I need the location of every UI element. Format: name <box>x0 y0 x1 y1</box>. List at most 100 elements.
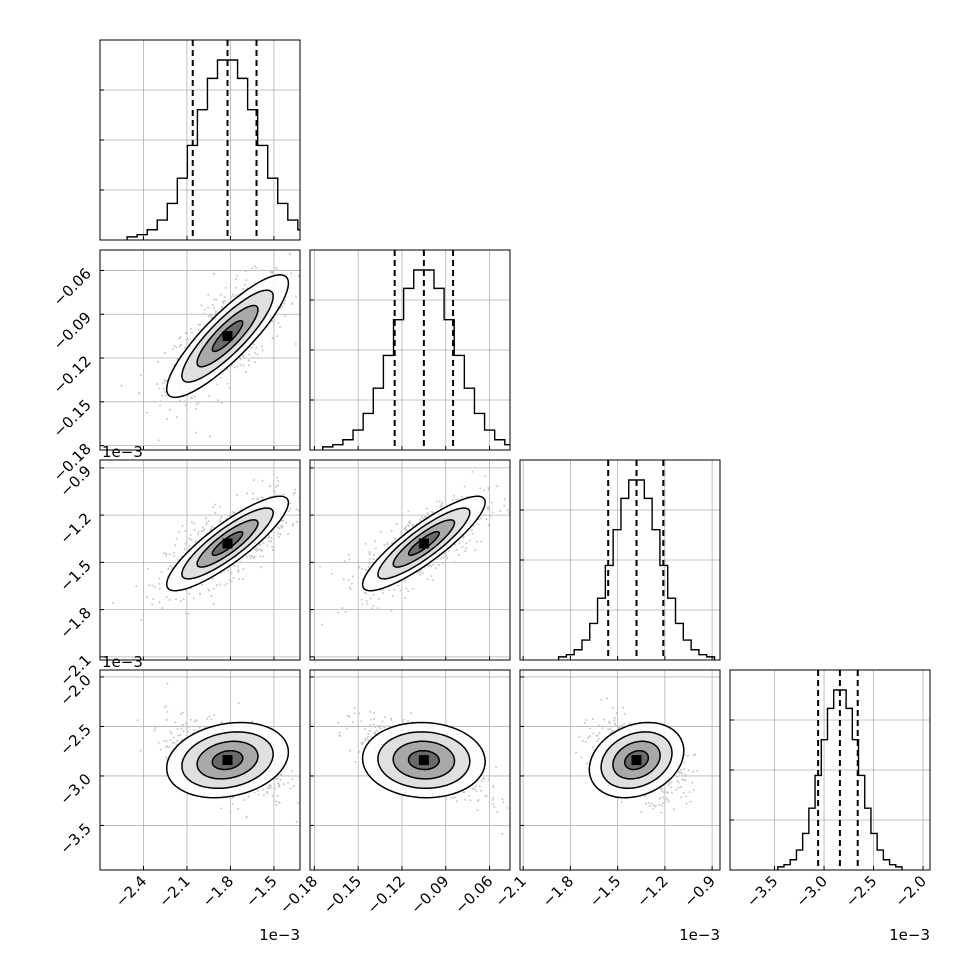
sample-point <box>255 547 258 550</box>
sample-point <box>692 754 695 757</box>
sample-point <box>494 775 497 778</box>
sample-point <box>279 325 282 328</box>
sample-point <box>220 305 223 308</box>
sample-point <box>376 724 379 727</box>
sample-point <box>227 382 230 385</box>
sample-point <box>473 788 476 791</box>
sample-point <box>367 565 370 568</box>
x-tick-label: −0.12 <box>364 872 409 917</box>
sample-point <box>188 544 191 547</box>
sample-point <box>397 584 400 587</box>
sample-point <box>260 269 263 272</box>
sample-point <box>661 796 664 799</box>
sample-point <box>212 506 215 509</box>
sample-point <box>190 312 193 315</box>
sample-point <box>277 484 280 487</box>
density-peak <box>631 755 642 766</box>
sample-point <box>663 787 666 790</box>
sample-point <box>471 787 474 790</box>
sample-point <box>305 791 307 793</box>
sample-point <box>158 387 161 390</box>
sample-point <box>206 306 209 309</box>
x-tick-label: −3.5 <box>743 872 781 910</box>
sample-point <box>493 805 496 808</box>
sample-point <box>252 497 255 500</box>
sample-point <box>483 514 486 517</box>
sample-point <box>341 606 344 609</box>
sample-point <box>181 711 184 714</box>
sample-point <box>369 718 372 721</box>
sample-point <box>468 539 471 542</box>
panel-frame <box>99 39 301 241</box>
sample-point <box>195 431 198 434</box>
sample-point <box>213 272 216 275</box>
sample-point <box>204 725 207 728</box>
sample-point <box>480 517 483 520</box>
sample-point <box>277 800 280 803</box>
sample-point <box>274 777 277 780</box>
sample-point <box>418 571 421 574</box>
sample-point <box>319 565 322 568</box>
sample-point <box>251 720 254 723</box>
sample-point <box>364 737 367 740</box>
sample-point <box>337 721 340 724</box>
sample-point <box>241 578 244 581</box>
sample-point <box>220 516 223 519</box>
sample-point <box>291 302 294 305</box>
sample-point <box>145 411 148 414</box>
sample-point <box>175 537 178 540</box>
sample-point <box>193 522 196 525</box>
sample-point <box>210 528 213 531</box>
panel-2-2 <box>519 459 721 661</box>
sample-point <box>233 564 236 567</box>
sample-point <box>390 609 393 612</box>
sample-point <box>233 366 236 369</box>
sample-point <box>154 726 157 729</box>
sample-point <box>399 589 402 592</box>
sample-point <box>306 517 308 519</box>
sample-point <box>162 381 165 384</box>
x-tick-label: −0.18 <box>276 872 321 917</box>
sample-point <box>288 502 291 505</box>
sample-point <box>462 536 465 539</box>
sample-point <box>407 590 410 593</box>
sample-point <box>282 302 285 305</box>
sample-point <box>365 568 368 571</box>
sample-point <box>160 571 163 574</box>
sample-point <box>259 555 262 558</box>
sample-point <box>219 583 222 586</box>
y-tick-label: −1.2 <box>56 509 94 547</box>
sample-point <box>274 490 277 493</box>
sample-point <box>492 784 495 787</box>
sample-point <box>202 312 205 315</box>
sample-point <box>156 382 159 385</box>
sample-point <box>622 706 625 709</box>
sample-point <box>185 339 188 342</box>
sample-point <box>246 492 249 495</box>
sample-point <box>214 313 217 316</box>
sample-point <box>367 738 370 741</box>
sample-point <box>619 725 622 728</box>
sample-point <box>176 740 179 743</box>
sample-point <box>237 565 240 568</box>
sample-point <box>368 723 371 726</box>
sample-point <box>236 366 239 369</box>
sample-point <box>472 525 475 528</box>
sample-point <box>490 501 493 504</box>
sample-point <box>163 378 166 381</box>
sample-point <box>438 499 441 502</box>
x-tick-label: −2.1 <box>491 872 529 910</box>
y-tick-label: −0.09 <box>50 308 95 353</box>
sample-point <box>269 270 272 273</box>
sample-point <box>691 770 694 773</box>
sample-point <box>283 783 286 786</box>
sample-point <box>358 566 361 569</box>
sample-point <box>483 489 486 492</box>
sample-point <box>209 435 212 438</box>
sample-point <box>193 528 196 531</box>
panel-frame <box>99 669 301 871</box>
sample-point <box>426 512 429 515</box>
sample-point <box>256 353 259 356</box>
sample-point <box>231 293 234 296</box>
sample-point <box>406 523 409 526</box>
